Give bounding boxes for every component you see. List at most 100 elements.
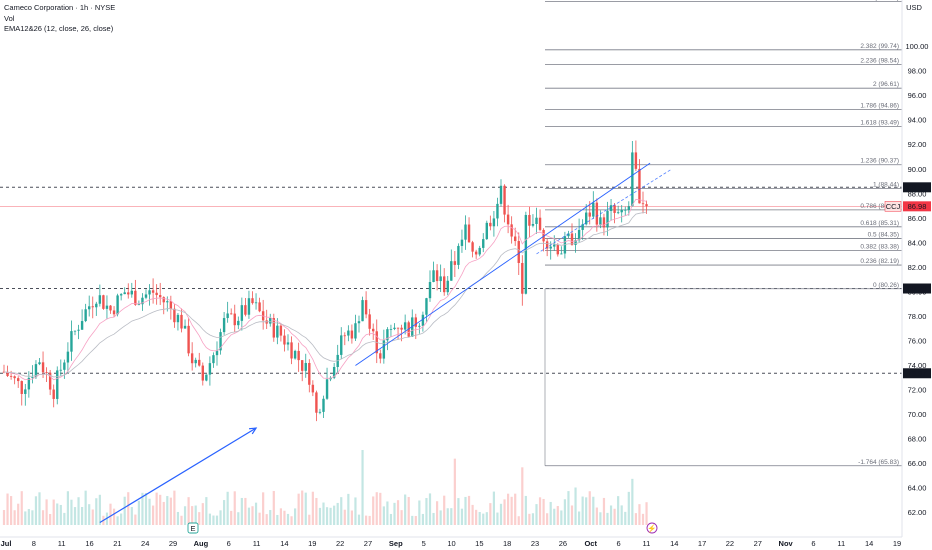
- time-tick-label: 11: [643, 539, 651, 548]
- lightning-marker[interactable]: [646, 522, 658, 534]
- candle-body: [325, 379, 329, 399]
- volume-bar: [396, 500, 400, 525]
- time-tick-label: 19: [893, 539, 901, 548]
- time-tick-label: 15: [475, 539, 483, 548]
- time-tick-label: 22: [726, 539, 734, 548]
- fib-level-label: 2.382 (99.74): [860, 43, 899, 50]
- candle-body: [80, 321, 84, 330]
- volume-bar: [127, 492, 130, 525]
- volume-bar: [24, 511, 27, 525]
- volume-bar: [482, 513, 485, 525]
- candle-body: [297, 350, 300, 361]
- volume-bar: [386, 501, 389, 525]
- candle-body: [208, 363, 212, 375]
- volume-bar: [404, 494, 407, 525]
- candle-body: [389, 329, 393, 330]
- candle-body: [105, 305, 109, 309]
- time-tick-label: 6: [227, 539, 231, 548]
- volume-bar: [400, 510, 403, 525]
- candle-body: [467, 224, 471, 243]
- candle-body: [45, 372, 48, 373]
- price-tick-label: 86.00: [908, 214, 927, 223]
- price-tick-label: 82.00: [908, 263, 927, 272]
- fib-level-label: 0 (80.26): [873, 282, 899, 289]
- volume-bar: [81, 507, 84, 525]
- candle-body: [503, 185, 506, 215]
- volume-bar: [372, 496, 375, 525]
- volume-bar: [460, 508, 464, 525]
- candle-body: [595, 202, 599, 225]
- trendline-dashed[interactable]: [536, 168, 672, 255]
- candle-body: [112, 310, 116, 315]
- candle-body: [588, 212, 591, 217]
- volume-bar: [443, 495, 446, 525]
- candle-body: [577, 229, 581, 241]
- time-tick-label: Sep: [389, 539, 403, 548]
- candle-body: [240, 305, 244, 321]
- fib-level-label: 0.382 (83.38): [860, 243, 899, 250]
- candle-body: [286, 342, 290, 345]
- candle-body: [396, 327, 400, 329]
- time-tick-label: 11: [837, 539, 845, 548]
- volume-bar: [49, 514, 52, 525]
- candle-body: [13, 376, 16, 379]
- candle-body: [41, 362, 45, 373]
- earnings-marker-glyph: E: [190, 524, 195, 533]
- volume-bar: [553, 508, 556, 525]
- candle-body: [403, 322, 407, 330]
- candle-body: [304, 362, 307, 371]
- volume-bar: [453, 458, 456, 525]
- candle-body: [254, 302, 258, 304]
- volume-bar: [389, 513, 393, 525]
- volume-bar: [251, 506, 254, 525]
- volume-bar: [556, 506, 559, 525]
- earnings-marker[interactable]: [187, 522, 199, 534]
- time-tick-label: 16: [85, 539, 93, 548]
- volume-bar: [546, 513, 549, 525]
- volume-bar: [354, 497, 357, 525]
- candle-body: [269, 318, 272, 324]
- candle-body: [386, 329, 389, 341]
- candle-body: [599, 217, 602, 225]
- fib-level-label: 0.618 (85.31): [860, 220, 899, 227]
- price-level-tag: [903, 182, 931, 193]
- volume-bar: [237, 512, 240, 525]
- candle-body: [602, 217, 606, 228]
- candle-body: [48, 372, 52, 390]
- volume-bar: [450, 508, 453, 525]
- time-tick-label: 14: [280, 539, 288, 548]
- volume-bar: [634, 513, 637, 525]
- volume-bar: [538, 497, 542, 525]
- volume-bar: [322, 502, 325, 525]
- candle-body: [190, 353, 194, 364]
- volume-bar: [223, 500, 226, 525]
- price-tick-label: 74.00: [908, 361, 927, 370]
- indicator-label[interactable]: EMA12&26 (12, close, 26, close): [4, 24, 114, 33]
- candle-body: [343, 335, 346, 337]
- volume-bar: [375, 492, 378, 525]
- volume-bar: [585, 497, 588, 525]
- candle-body: [38, 362, 41, 365]
- volume-bar: [10, 496, 13, 525]
- volume-bar: [230, 510, 233, 525]
- volume-bar: [301, 490, 304, 525]
- trendline[interactable]: [355, 162, 651, 366]
- price-axis-bg: [902, 0, 932, 550]
- arrow-line[interactable]: [99, 427, 257, 524]
- candle-body: [322, 398, 325, 412]
- candle-body: [130, 290, 133, 295]
- volume-bar: [599, 512, 602, 525]
- volume-bar: [464, 496, 467, 525]
- candle-body: [443, 276, 446, 293]
- symbol-title[interactable]: Cameco Corporation · 1h · NYSE: [4, 3, 116, 12]
- candle-body: [293, 350, 297, 359]
- volume-label[interactable]: Vol: [4, 13, 15, 23]
- price-tick-label: 90.00: [908, 165, 927, 174]
- candle-body: [20, 381, 23, 394]
- volume-bar: [52, 499, 55, 525]
- candle-body: [489, 222, 492, 227]
- candle-body: [116, 295, 119, 315]
- time-tick-label: 18: [503, 539, 511, 548]
- volume-bar: [77, 497, 80, 525]
